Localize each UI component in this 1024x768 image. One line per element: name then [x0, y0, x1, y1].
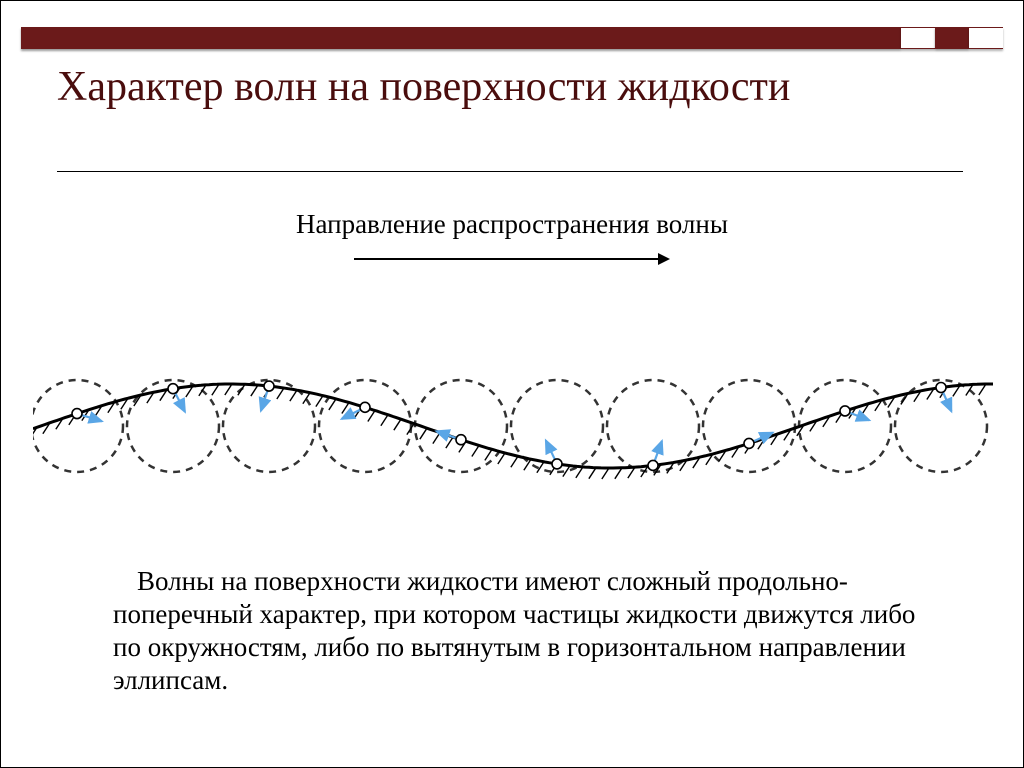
- title-underline: [57, 171, 963, 172]
- wave-svg: [33, 331, 993, 521]
- direction-arrow: [1, 247, 1023, 276]
- bar-segment: [935, 27, 969, 49]
- bar-segment: [901, 27, 935, 49]
- wave-diagram: [33, 331, 993, 521]
- slide: Характер волн на поверхности жидкости На…: [0, 0, 1024, 768]
- body-paragraph: Волны на поверхности жидкости имеют слож…: [113, 565, 933, 697]
- arrow-icon: [352, 247, 672, 271]
- bar-segment: [21, 27, 901, 49]
- direction-caption: Направление распространения волны: [1, 209, 1023, 240]
- decorative-top-bar: [21, 27, 1003, 49]
- slide-title: Характер волн на поверхности жидкости: [57, 63, 963, 111]
- bar-segment: [969, 27, 1003, 49]
